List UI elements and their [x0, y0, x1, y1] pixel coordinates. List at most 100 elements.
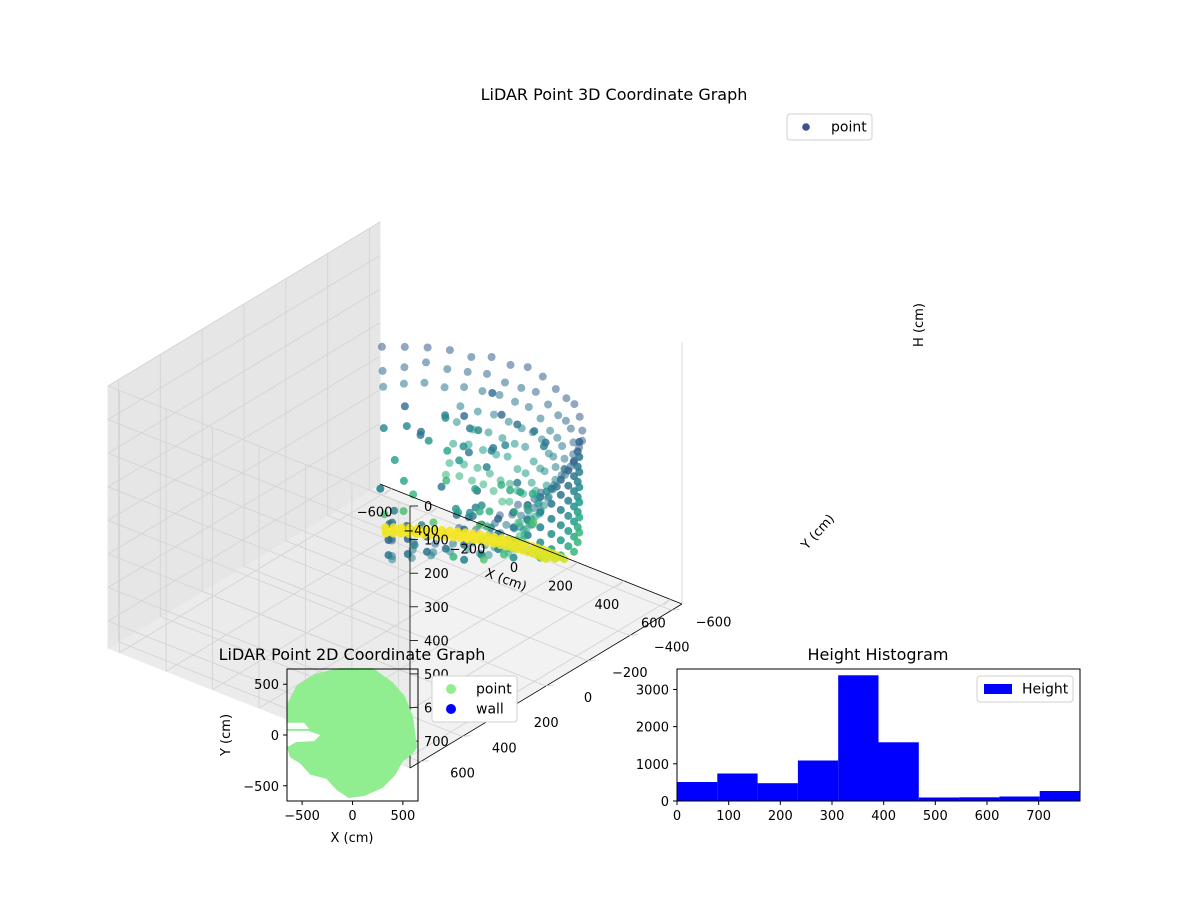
- point: [475, 507, 484, 516]
- point: [413, 524, 422, 533]
- point: [575, 498, 584, 507]
- point: [442, 476, 451, 485]
- x-tick: [570, 562, 578, 569]
- point: [556, 506, 565, 514]
- point: [460, 412, 469, 420]
- y-tick-label: −500: [243, 780, 279, 795]
- point: [513, 486, 522, 495]
- grid-z-left: [107, 322, 381, 488]
- point: [423, 343, 432, 352]
- point: [566, 424, 575, 433]
- point: [467, 353, 476, 361]
- x-tick-label: 100: [716, 809, 741, 824]
- point: [551, 463, 560, 471]
- point: [469, 425, 478, 434]
- chart-3d-legend: point: [786, 113, 873, 141]
- x-tick: [663, 599, 671, 606]
- y-tick-label: 500: [254, 678, 279, 693]
- point: [399, 507, 408, 516]
- point: [521, 469, 530, 478]
- x-tick: [477, 525, 485, 532]
- y-tick-label: 600: [450, 767, 475, 782]
- y-tick-label: 0: [271, 729, 279, 744]
- point: [479, 446, 487, 454]
- point: [377, 342, 386, 351]
- point: [483, 531, 492, 540]
- point: [390, 456, 399, 464]
- point: [564, 496, 573, 505]
- y-tick: [420, 760, 429, 763]
- z-tick-label: 400: [424, 634, 449, 649]
- point: [542, 481, 551, 490]
- point: [561, 416, 570, 425]
- z-tick-label: 300: [424, 601, 449, 616]
- point: [485, 469, 494, 478]
- y-tick-label: 400: [492, 742, 517, 757]
- point: [531, 387, 540, 396]
- histogram-bars: [677, 675, 1080, 801]
- x-tick-label: 200: [548, 580, 573, 595]
- x-tick-label: 600: [641, 616, 666, 631]
- point: [544, 400, 553, 409]
- x-tick-label: −200: [450, 543, 486, 558]
- chart-histogram: Height Histogram 0 100 200 300 400 500 600 7000…: [636, 645, 1081, 824]
- point: [546, 426, 555, 435]
- point: [430, 525, 438, 534]
- point: [427, 551, 436, 560]
- chart-3d-legend-frame: [786, 113, 873, 141]
- point-cloud-fragment: [300, 708, 320, 717]
- x-tick-label: 500: [923, 809, 948, 824]
- point: [380, 510, 389, 519]
- point: [531, 512, 540, 521]
- grid-z-left: [107, 389, 381, 555]
- point: [523, 363, 532, 372]
- point: [575, 483, 584, 492]
- point: [449, 539, 457, 548]
- y-tick-label: 0: [584, 691, 592, 706]
- point: [498, 434, 507, 443]
- point: [431, 539, 440, 548]
- grid-z-left: [107, 456, 381, 622]
- grid-y-floor: [327, 515, 630, 636]
- point: [497, 480, 506, 489]
- point: [564, 481, 573, 490]
- point: [449, 439, 458, 448]
- chart-2d-ticks: −500 0 500 −500 0 500: [243, 678, 415, 824]
- chart-2d-legend-marker-wall: [446, 704, 456, 714]
- point: [570, 547, 578, 556]
- y-tick-label: 2000: [636, 721, 669, 736]
- histogram-frame: [676, 668, 1081, 802]
- chart-3d-zlabel: H (cm): [912, 303, 927, 347]
- point: [479, 480, 488, 489]
- point: [564, 542, 573, 551]
- y-tick-label: 0: [661, 795, 669, 810]
- point: [498, 497, 507, 506]
- point: [438, 525, 446, 534]
- x-tick-label: 0: [673, 809, 681, 824]
- z-tick-label: 700: [424, 735, 449, 750]
- point: [505, 479, 514, 488]
- point: [479, 555, 488, 564]
- point: [441, 470, 450, 479]
- point: [416, 431, 425, 439]
- chart-2d-points: [287, 668, 417, 798]
- point: [387, 536, 396, 545]
- point: [566, 462, 575, 471]
- x-tick: [523, 543, 532, 551]
- point: [489, 487, 498, 495]
- point: [464, 448, 473, 457]
- point: [490, 410, 498, 419]
- point: [440, 383, 449, 392]
- point: [570, 400, 579, 409]
- point: [388, 555, 397, 564]
- point: [536, 414, 545, 423]
- point: [575, 468, 584, 477]
- point: [397, 523, 406, 532]
- point: [449, 552, 458, 561]
- point: [410, 541, 419, 549]
- x-tick-label: 0: [348, 809, 356, 824]
- point: [510, 439, 519, 448]
- x-tick-label: 200: [768, 809, 793, 824]
- histogram-bar: [918, 797, 960, 801]
- point: [515, 531, 524, 540]
